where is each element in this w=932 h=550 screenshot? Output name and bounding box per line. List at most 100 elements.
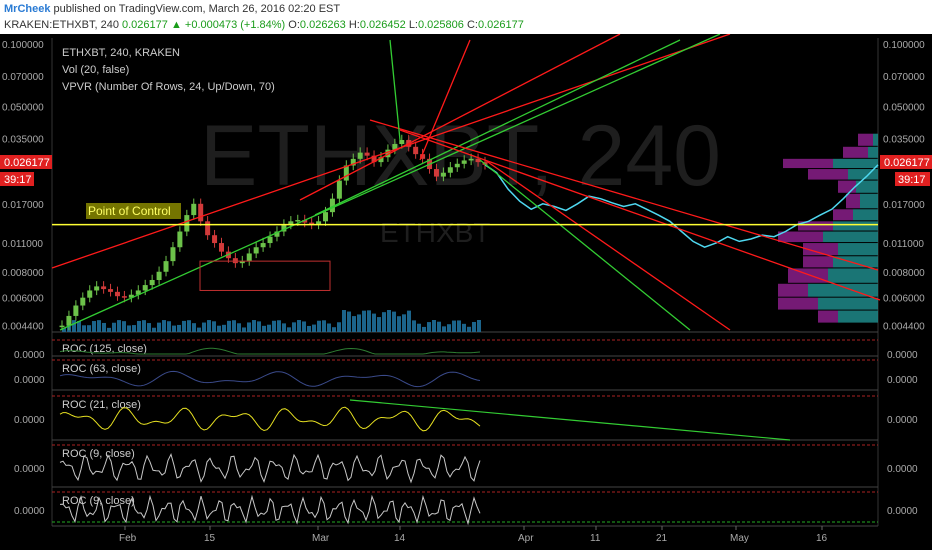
chart-header: MrCheek published on TradingView.com, Ma… xyxy=(0,0,932,34)
vpvr-down-bar xyxy=(778,297,818,310)
roc-line xyxy=(59,347,481,355)
candle-body xyxy=(433,169,439,177)
poc-label: Point of Control xyxy=(88,204,171,218)
trend-line xyxy=(399,129,881,301)
trend-line xyxy=(59,34,721,331)
vpvr-up-bar xyxy=(808,283,878,297)
volume-bar xyxy=(427,322,431,332)
vpvr-down-bar xyxy=(808,169,848,180)
vpvr-up-bar xyxy=(873,133,878,146)
candle-body xyxy=(114,291,120,297)
volume-bar xyxy=(452,320,456,332)
price-badge: 0.026177 39:17 0.026177 39:17 xyxy=(0,155,932,186)
time-tick-label: 16 xyxy=(816,533,828,544)
trend-line xyxy=(299,34,621,201)
volume-bar xyxy=(167,321,171,332)
candle-body xyxy=(149,280,155,286)
open-value: 0.026263 xyxy=(299,19,346,31)
candle-body xyxy=(142,285,148,291)
volume-bar xyxy=(117,320,121,332)
candlesticks xyxy=(59,134,488,331)
volume-bar xyxy=(407,310,411,332)
vpvr-up-bar xyxy=(860,193,878,209)
last-price: 0.026177 xyxy=(122,19,168,31)
roc-zero-left: 0.0000 xyxy=(14,375,45,386)
candle-body xyxy=(288,221,294,225)
vpvr-down-bar xyxy=(783,158,833,169)
candle-body xyxy=(218,243,224,252)
chart-canvas[interactable]: ETHXBT, 240 ETHXBT Point of Control ETHX… xyxy=(0,34,932,550)
volume-bar xyxy=(162,320,166,332)
volume-bar xyxy=(107,327,111,332)
candle-body xyxy=(191,203,197,216)
candle-body xyxy=(212,235,218,244)
time-tick-label: May xyxy=(730,533,749,544)
price-tick-right: 0.100000 xyxy=(883,40,925,51)
high-value: 0.026452 xyxy=(359,19,406,31)
symbol-label[interactable]: KRAKEN:ETHXBT, 240 xyxy=(4,19,119,31)
candle-body xyxy=(163,261,169,272)
volume-bar xyxy=(437,321,441,332)
volume-bar xyxy=(377,317,381,332)
publish-info: published on TradingView.com, March 26, … xyxy=(53,3,341,15)
volume-bar xyxy=(182,320,186,332)
candle-body xyxy=(94,286,100,291)
roc-zero-left: 0.0000 xyxy=(14,506,45,517)
vpvr-down-bar xyxy=(838,180,856,193)
candle-body xyxy=(121,296,127,298)
roc-pane-title: ROC (63, close) xyxy=(62,363,141,375)
volume-bar xyxy=(287,327,291,332)
roc-line xyxy=(59,406,481,432)
volume-bar xyxy=(132,325,136,332)
vpvr-down-bar xyxy=(778,231,823,243)
legend: ETHXBT, 240, KRAKEN Vol (20, false) VPVR… xyxy=(62,47,275,93)
close-label: C: xyxy=(466,19,478,31)
vpvr-down-bar xyxy=(833,209,853,221)
volume-bar xyxy=(97,320,101,332)
volume-bar xyxy=(357,314,361,332)
volume-bars xyxy=(62,310,481,332)
trend-drawings xyxy=(51,34,881,331)
roc-zero-left: 0.0000 xyxy=(14,464,45,475)
candle-body xyxy=(66,315,72,326)
roc-pane-title: ROC (21, close) xyxy=(62,399,141,411)
volume-bar xyxy=(242,327,246,332)
quote-line: KRAKEN:ETHXBT, 240 0.026177 ▲ +0.000473 … xyxy=(4,19,524,31)
volume-bar xyxy=(62,328,66,332)
volume-bar xyxy=(337,322,341,332)
volume-bar xyxy=(457,320,461,332)
trend-line xyxy=(389,39,401,141)
volume-bar xyxy=(432,320,436,332)
price-tick-left: 0.006000 xyxy=(2,294,44,305)
volume-bar xyxy=(177,324,181,332)
volume-bar xyxy=(462,323,466,332)
price-badge-left: 0.026177 xyxy=(4,157,50,169)
price-tick-left: 0.008000 xyxy=(2,268,44,279)
candle-body xyxy=(350,158,356,166)
volume-bar xyxy=(327,323,331,332)
vpvr-down-bar xyxy=(846,193,860,209)
candle-body xyxy=(475,158,481,163)
candle-body xyxy=(108,289,114,292)
volume-bar xyxy=(172,325,176,332)
candle-body xyxy=(73,305,79,316)
trend-line xyxy=(369,119,879,271)
volume-bar xyxy=(112,322,116,332)
volume-bar xyxy=(307,325,311,332)
volume-bar xyxy=(122,321,126,332)
volume-bar xyxy=(397,316,401,332)
volume-bar xyxy=(212,321,216,332)
range-box xyxy=(199,260,331,291)
volume-bar xyxy=(187,320,191,332)
candle-body xyxy=(205,221,211,236)
price-tick-right: 0.006000 xyxy=(883,294,925,305)
author-link[interactable]: MrCheek xyxy=(4,3,51,15)
roc-zero-right: 0.0000 xyxy=(887,506,918,517)
roc-zero-right: 0.0000 xyxy=(887,375,918,386)
vpvr-up-bar xyxy=(818,297,878,310)
poc-label-box xyxy=(86,203,181,219)
legend-volume: Vol (20, false) xyxy=(62,64,129,76)
candle-body xyxy=(420,154,426,159)
price-tick-left: 0.070000 xyxy=(2,72,44,83)
price-badge-right-box xyxy=(880,155,932,169)
